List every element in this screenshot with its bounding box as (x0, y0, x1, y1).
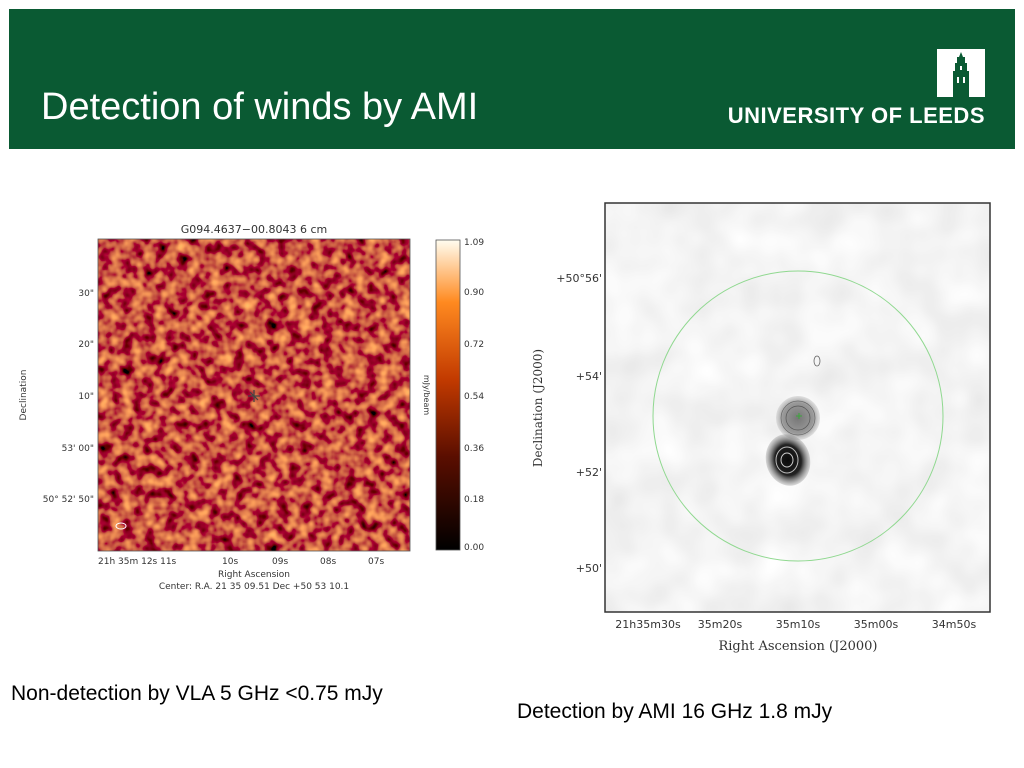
colorbar-tick: 0.54 (464, 392, 484, 402)
ami-y-tick: +50' (576, 562, 602, 575)
source-marker-icon (248, 390, 260, 402)
vla-center-line: Center: R.A. 21 35 09.51 Dec +50 53 10.1 (159, 582, 349, 592)
ami-x-tick: 35m00s (854, 618, 899, 631)
ami-y-axis-label: Declination (J2000) (531, 349, 545, 467)
colorbar-tick: 0.72 (464, 340, 484, 350)
ami-x-tick: 35m10s (776, 618, 821, 631)
university-logo (937, 49, 985, 97)
vla-caption: Non-detection by VLA 5 GHz <0.75 mJy (11, 682, 383, 705)
ami-y-tick: +54' (576, 370, 602, 383)
slide-header: Detection of winds by AMI UNIVERSITY OF … (9, 9, 1015, 149)
vla-y-tick: 30" (78, 289, 94, 299)
ami-x-tick: 35m20s (698, 618, 743, 631)
university-name: UNIVERSITY OF LEEDS (727, 103, 985, 128)
ami-detection-source (765, 355, 821, 486)
ami-y-tick: +52' (576, 466, 602, 479)
vla-y-tick: 10" (78, 392, 94, 402)
colorbar-tick: 0.18 (464, 495, 484, 505)
colorbar-tick: 0.90 (464, 288, 484, 298)
vla-map-figure: G094.4637−00.8043 6 cm Declination 30" 2… (19, 223, 484, 592)
ami-x-tick: 21h35m30s (615, 618, 681, 631)
vla-x-tick: 21h 35m 12s 11s (98, 557, 177, 567)
ami-x-tick: 34m50s (932, 618, 977, 631)
slide-title: Detection of winds by AMI (41, 86, 479, 128)
ami-y-tick: +50°56' (556, 272, 602, 285)
vla-x-tick: 07s (368, 557, 384, 567)
ami-map-figure: Declination (J2000) +50°56' +54' +52' +5… (531, 202, 991, 654)
vla-y-tick: 53' 00" (62, 444, 94, 454)
vla-map-title: G094.4637−00.8043 6 cm (181, 223, 327, 236)
vla-colorbar (435, 239, 461, 551)
colorbar-tick: 0.00 (464, 543, 484, 553)
vla-x-tick: 08s (320, 557, 336, 567)
parkinson-tower-icon (937, 49, 985, 97)
colorbar-tick: 1.09 (464, 238, 484, 248)
ami-caption: Detection by AMI 16 GHz 1.8 mJy (517, 700, 833, 723)
colorbar-tick: 0.36 (464, 444, 484, 454)
primary-beam-circle (652, 270, 944, 562)
vla-y-tick: 50° 52' 50" (43, 495, 94, 505)
vla-colorbar-label: mJy/beam (422, 375, 431, 415)
vla-x-axis-label: Right Ascension (218, 570, 290, 580)
beam-ellipse (115, 522, 127, 530)
vla-x-tick: 09s (272, 557, 288, 567)
ami-x-axis-label: Right Ascension (J2000) (718, 639, 877, 654)
vla-x-tick: 10s (222, 557, 238, 567)
vla-y-axis-label: Declination (19, 370, 29, 421)
vla-y-tick: 20" (78, 340, 94, 350)
